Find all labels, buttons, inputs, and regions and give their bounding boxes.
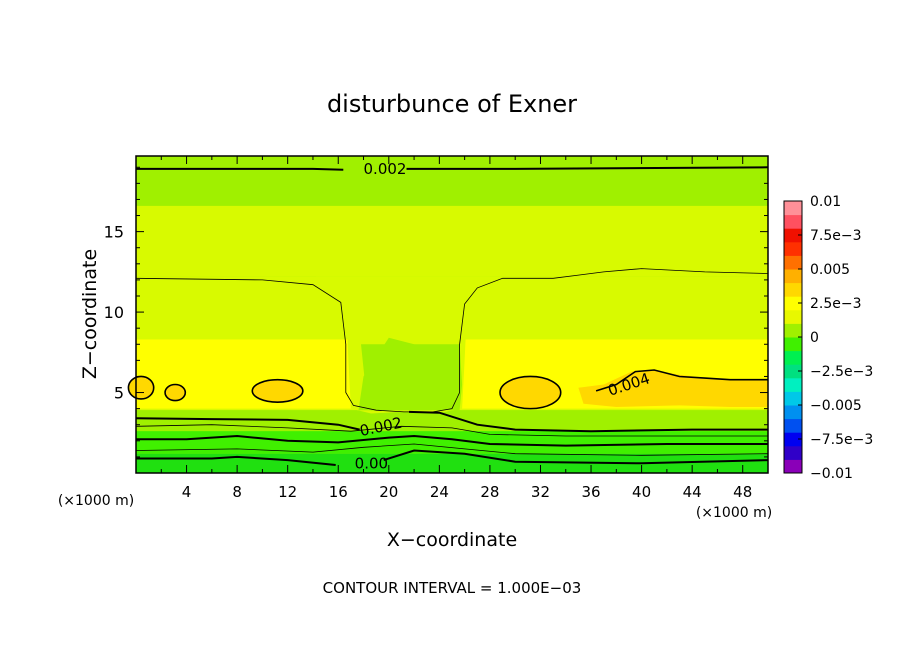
x-tick-label: 32 <box>531 483 550 501</box>
colorbar-swatch <box>784 445 802 460</box>
band-bottom <box>136 453 768 473</box>
chart-title: disturbunce of Exner <box>327 90 577 118</box>
colorbar-swatch <box>784 418 802 433</box>
contour-004-loop-x3 <box>164 383 187 402</box>
colorbar-swatch <box>784 323 802 338</box>
contour-002-top-left <box>136 167 344 171</box>
colorbar-swatch <box>784 201 802 216</box>
colorbar: 0.01 7.5e−3 0.005 2.5e−3 0 −2.5e−3 −0.005 −7.5e… <box>783 194 873 482</box>
x-tick-label: 20 <box>379 483 398 501</box>
colorbar-tick-label: −0.01 <box>810 466 853 482</box>
y-tick-label: 10 <box>104 303 124 322</box>
x-unit-label-right: (×1000 m) <box>696 505 772 521</box>
plot-frame <box>135 155 769 474</box>
colorbar-swatch <box>784 459 802 474</box>
colorbar-swatch <box>784 296 802 311</box>
band-lower <box>136 431 768 454</box>
colorbar-tick-label: 7.5e−3 <box>810 228 862 244</box>
contour-0025 <box>135 268 769 413</box>
contour-000-right <box>383 449 769 465</box>
plume-core <box>358 337 432 411</box>
pocket-x3 <box>165 384 186 401</box>
colorbar-swatch <box>784 377 802 392</box>
contour-004-loop-x11 <box>251 378 304 403</box>
colorbar-tick-label: −7.5e−3 <box>810 432 873 448</box>
colorbar-swatch <box>784 405 802 420</box>
colorbar-tick-label: −0.005 <box>810 398 862 414</box>
x-tick-label: 12 <box>278 483 297 501</box>
colorbar-swatch <box>784 241 802 256</box>
band-upper <box>136 156 768 206</box>
x-axis-label: X−coordinate <box>387 529 517 551</box>
contour-label: 0.002 <box>364 160 407 178</box>
colorbar-swatch <box>784 350 802 365</box>
colorbar-swatch <box>784 269 802 284</box>
contour-002-low-right <box>408 410 768 433</box>
colorbar-swatch <box>784 337 802 352</box>
colorbar-tick-label: 0.005 <box>810 262 850 278</box>
contour-000-left <box>136 455 336 466</box>
colorbar-swatch <box>784 228 802 243</box>
contour-001 <box>136 434 768 447</box>
contour-interval-footer: CONTOUR INTERVAL = 1.000E−03 <box>323 579 582 597</box>
contour-0005 <box>135 443 769 456</box>
colorbar-swatch <box>784 309 802 324</box>
contour-0015 <box>135 424 768 437</box>
contour-label: 0.00 <box>355 454 388 472</box>
y-tick-label: 15 <box>104 223 124 242</box>
x-tick-label: 8 <box>232 483 242 501</box>
x-tick-label: 24 <box>430 483 449 501</box>
band-lower-mid <box>136 410 768 432</box>
colorbar-swatch <box>784 364 802 379</box>
pocket-left-edge <box>128 376 154 399</box>
pocket-x11 <box>252 379 303 403</box>
colorbar-tick-label: 0 <box>810 330 819 346</box>
contour-002-low-left <box>135 417 360 431</box>
colorbar-swatch <box>784 282 802 297</box>
colorbar-swatch <box>784 391 802 406</box>
contour-004-loop-x31 <box>499 375 562 410</box>
x-tick-label: 16 <box>329 483 348 501</box>
colorbar-tick-label: −2.5e−3 <box>810 364 873 380</box>
pocket-x31 <box>500 376 561 409</box>
x-tick-label: 40 <box>632 483 651 501</box>
axis-ticks <box>136 156 768 473</box>
y-axis-label: Z−coordinate <box>79 249 101 379</box>
contour-004-right <box>595 369 768 392</box>
colorbar-swatch <box>784 255 802 270</box>
x-tick-label: 4 <box>182 483 192 501</box>
x-tick-label: 48 <box>733 483 752 501</box>
colorbar-tick-label: 2.5e−3 <box>810 296 862 312</box>
y-tick-label: 5 <box>114 384 124 403</box>
contour-002-top-right <box>406 166 769 170</box>
band-upper-mid <box>136 205 768 277</box>
x-tick-label: 44 <box>683 483 702 501</box>
contour-004-loop-edge <box>127 375 155 400</box>
colorbar-swatch <box>784 214 802 229</box>
x-tick-label: 28 <box>480 483 499 501</box>
x-tick-label: 36 <box>581 483 600 501</box>
plot-area <box>128 155 769 474</box>
colorbar-swatch <box>784 432 802 447</box>
x-unit-label-left: (×1000 m) <box>58 493 134 509</box>
colorbar-tick-label: 0.01 <box>810 194 841 210</box>
